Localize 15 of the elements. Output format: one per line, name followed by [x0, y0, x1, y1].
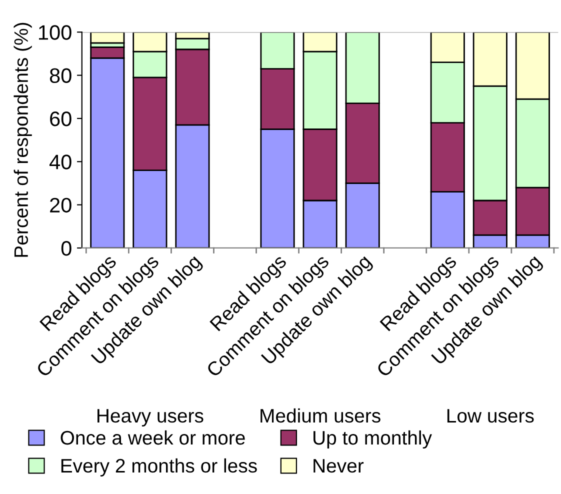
text: Low users: [447, 409, 534, 423]
y-tick-label: 20: [50, 198, 72, 213]
text: Heavy users: [98, 409, 204, 426]
y-tick-label: 0: [61, 240, 72, 256]
text: Medium users: [260, 408, 380, 423]
y-tick-label: 100: [39, 25, 72, 40]
legend-label: Once a week or more: [60, 430, 245, 445]
y-tick-label: 80: [50, 68, 72, 84]
y-axis-title: Percent of respondents (%): [14, 22, 32, 257]
legend-label: Every 2 months or less: [61, 458, 257, 476]
legend-label: Never: [314, 459, 364, 473]
bar: [90, 32, 125, 44]
legend-label: Up to monthly: [314, 430, 432, 449]
y-tick-label: 60: [50, 111, 72, 126]
y-tick-label: 40: [49, 154, 72, 170]
